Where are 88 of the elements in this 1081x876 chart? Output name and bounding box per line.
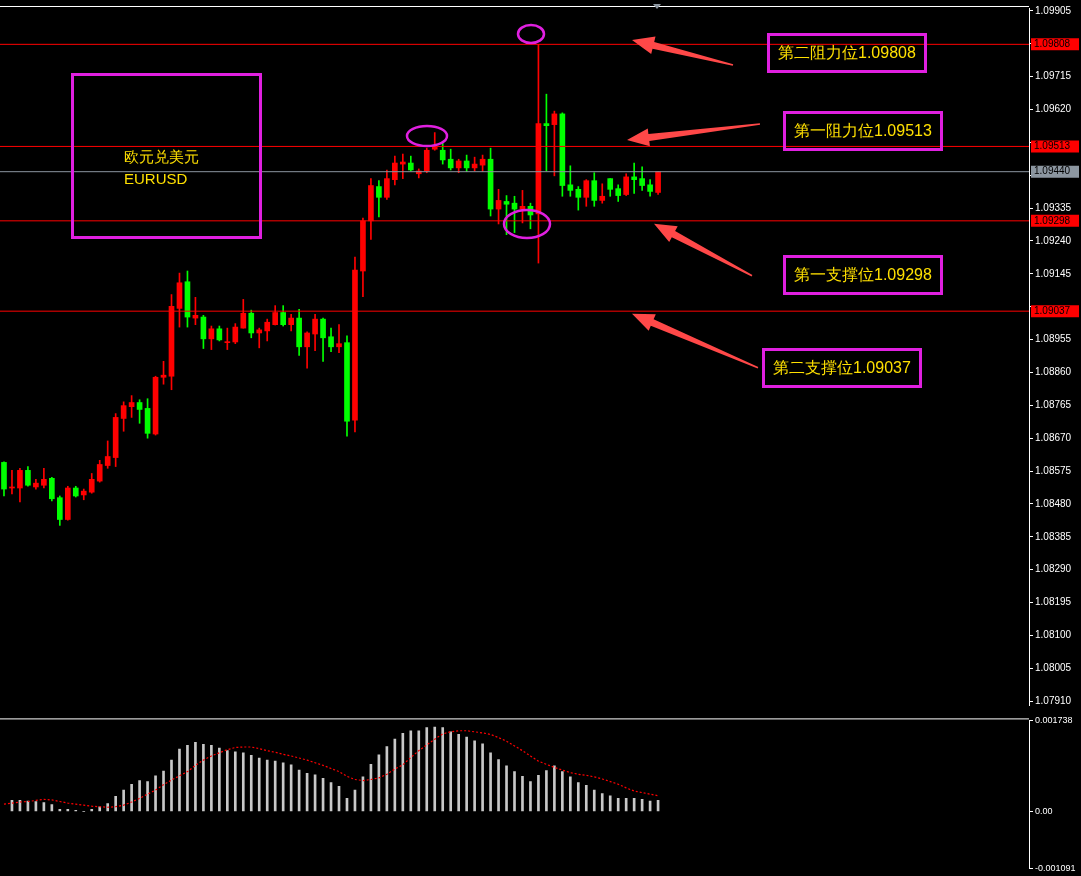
bar <box>58 809 62 812</box>
line-series <box>3 730 659 808</box>
bar <box>481 743 484 812</box>
y-tick-label: 1.07910 <box>1035 694 1072 706</box>
bar <box>441 727 445 812</box>
bar <box>170 759 173 812</box>
bar <box>576 782 580 812</box>
y-tick-label: 1.08670 <box>1035 431 1072 443</box>
bar <box>489 752 492 812</box>
annotation: 第二支撑位1.09037 <box>762 347 922 388</box>
bar <box>600 793 604 812</box>
y-tick-label: 1.08100 <box>1035 629 1072 641</box>
bar <box>162 770 165 812</box>
bar <box>130 783 133 812</box>
bar <box>473 740 476 812</box>
bar <box>273 760 277 812</box>
bar <box>417 730 421 812</box>
bar <box>154 775 157 812</box>
y-tick-label: 1.08955 <box>1035 333 1072 345</box>
bar <box>114 795 117 812</box>
bar <box>257 757 261 812</box>
y-tick-label: 1.08005 <box>1035 662 1072 674</box>
bar <box>545 770 548 812</box>
bar <box>194 741 197 812</box>
bar <box>521 776 524 812</box>
bar <box>537 774 540 812</box>
bar <box>449 731 453 812</box>
bar <box>425 727 429 812</box>
bar <box>608 795 612 812</box>
bar <box>122 789 125 812</box>
y-tick-label: 1.09715 <box>1035 70 1072 82</box>
bar <box>90 809 94 812</box>
bar <box>401 733 405 812</box>
y-tick-label: 1.08195 <box>1035 596 1072 608</box>
bar <box>218 747 221 812</box>
y-tick-label: 1.08575 <box>1035 464 1072 476</box>
bar <box>513 771 516 812</box>
bar <box>210 745 213 812</box>
ref-line-label: 1.09513 <box>1034 140 1071 152</box>
bar <box>553 765 556 812</box>
ref-line-label: 1.09808 <box>1034 38 1071 50</box>
bar <box>146 781 149 812</box>
bar <box>202 744 205 812</box>
annotation: 第一阻力位1.09513 <box>783 111 943 151</box>
bar <box>226 750 229 812</box>
y-tick-label: 1.09240 <box>1035 234 1072 246</box>
bar <box>505 765 508 812</box>
y-tick-label: 0.001738 <box>1035 714 1073 725</box>
bar <box>465 736 468 812</box>
ref-line-label: 1.09298 <box>1034 214 1071 226</box>
bar <box>433 726 437 812</box>
y-tick-label: 0.00 <box>1035 805 1053 816</box>
y-tick-label: 1.08765 <box>1035 399 1072 411</box>
bar <box>241 752 245 812</box>
bar <box>186 745 189 812</box>
bar <box>616 798 620 812</box>
bar <box>409 730 413 812</box>
y-tick-label: 1.09145 <box>1035 267 1072 279</box>
bar <box>592 789 596 812</box>
bar <box>569 776 572 812</box>
bar <box>178 748 181 812</box>
ref-line-label: 1.09440 <box>1034 165 1071 177</box>
bar <box>624 798 628 812</box>
text: 欧元兑美元 <box>124 147 199 167</box>
y-tick-label: 1.09905 <box>1035 4 1072 16</box>
bar <box>138 780 141 812</box>
bar <box>106 803 110 812</box>
y-tick-label: 1.09335 <box>1035 201 1072 213</box>
bar <box>233 751 237 812</box>
bar <box>457 734 460 812</box>
y-tick-label: 1.08860 <box>1035 366 1072 378</box>
annotation: 第一支撑位1.09298 <box>783 254 943 295</box>
bar <box>584 784 588 812</box>
y-tick-label: 1.08480 <box>1035 497 1072 509</box>
bar <box>281 762 285 812</box>
bar <box>529 781 532 812</box>
bar <box>265 759 269 812</box>
ref-line-label: 1.09037 <box>1034 304 1071 316</box>
annotation: 第二阻力位1.09808 <box>767 33 927 74</box>
y-tick-label: -0.001091 <box>1035 863 1076 874</box>
y-tick-label: 1.09620 <box>1035 103 1072 115</box>
bar <box>497 759 500 812</box>
bar <box>66 809 70 812</box>
y-tick-label: 1.08290 <box>1035 563 1072 575</box>
text: EURUSD <box>124 169 189 189</box>
y-tick-label: 1.08385 <box>1035 530 1072 542</box>
bar <box>561 771 564 812</box>
bar <box>249 755 253 812</box>
